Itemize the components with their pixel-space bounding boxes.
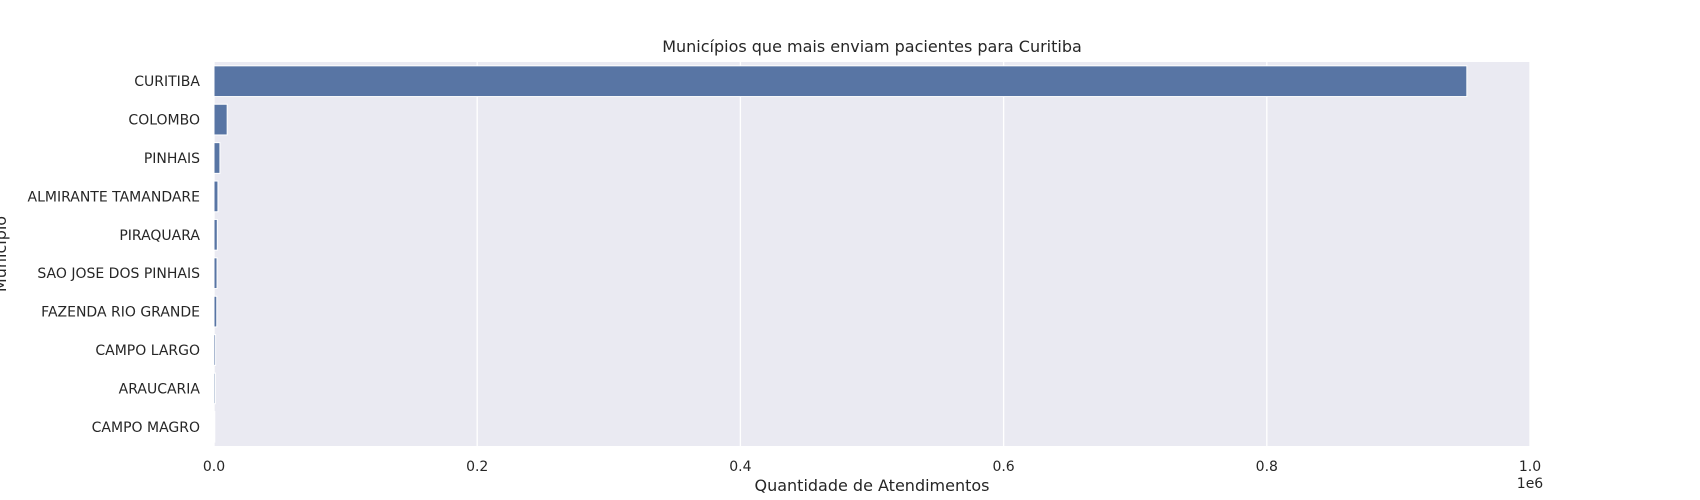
bar [213, 372, 216, 405]
bar [213, 218, 218, 251]
x-axis-label: Quantidade de Atendimentos [754, 476, 989, 495]
bar [213, 295, 218, 328]
x-tick-label: 0.2 [466, 459, 488, 475]
y-tick-label: ALMIRANTE TAMANDARE [28, 189, 201, 205]
y-tick-labels: CURITIBA COLOMBO PINHAIS ALMIRANTE TAMANDAR… [28, 74, 201, 436]
x-tick-label: 0.4 [729, 459, 751, 475]
x-tick-label: 1.0 [1519, 459, 1541, 475]
y-tick-label: CAMPO LARGO [95, 343, 200, 359]
y-tick-label: FAZENDA RIO GRANDE [41, 305, 200, 321]
y-tick-label: PINHAIS [144, 151, 200, 167]
bar [213, 65, 1468, 98]
y-tick-label: PIRAQUARA [119, 228, 200, 244]
bars [213, 65, 1468, 443]
y-axis-label: Município [0, 216, 10, 292]
plot-area [214, 62, 1530, 446]
x-tick-label: 0.0 [203, 459, 225, 475]
x-tick-labels: 0.0 0.2 0.4 0.6 0.8 1.0 [203, 459, 1541, 475]
x-tick-label: 0.6 [992, 459, 1014, 475]
y-tick-label: CAMPO MAGRO [92, 420, 200, 436]
bar [213, 410, 216, 443]
bar [213, 257, 218, 290]
chart-title: Municípios que mais enviam pacientes par… [662, 37, 1082, 56]
bar [213, 103, 228, 136]
bar [213, 334, 217, 366]
x-tick-label: 0.8 [1256, 459, 1278, 475]
y-tick-label: CURITIBA [134, 74, 200, 90]
y-tick-label: COLOMBO [128, 113, 200, 129]
y-tick-label: SAO JOSE DOS PINHAIS [37, 266, 200, 282]
y-tick-label: ARAUCARIA [119, 381, 201, 397]
x-axis-offset-label: 1e6 [1517, 476, 1544, 492]
bar [213, 180, 219, 213]
bar [213, 142, 221, 174]
